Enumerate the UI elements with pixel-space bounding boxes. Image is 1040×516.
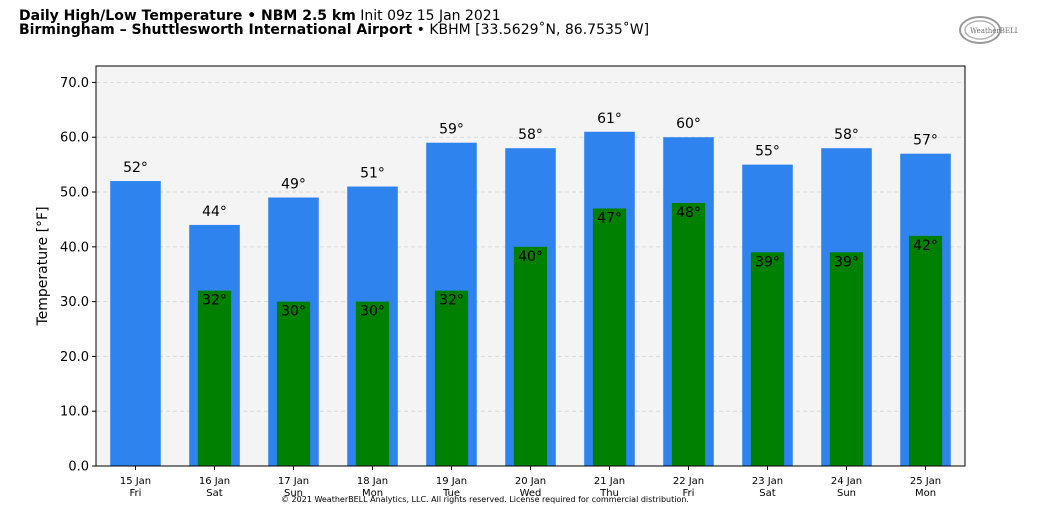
y-tick-label: 30.0 [60,295,89,310]
x-tick-label-date: 15 Jan [120,476,151,487]
low-bar [829,252,864,466]
low-label: 32° [439,293,464,309]
y-tick-label: 20.0 [60,350,89,365]
x-tick-label-weekday: Sat [759,488,775,499]
y-tick-label: 50.0 [60,186,89,201]
station-title: Birmingham – Shuttlesworth International… [19,23,649,38]
y-axis-label: Temperature [°F] [35,206,51,326]
high-label: 58° [834,127,859,143]
low-bar [750,252,785,466]
station-name: Birmingham – Shuttlesworth International… [19,22,413,38]
low-bar [908,235,943,466]
x-tick-label-date: 22 Jan [673,476,704,487]
high-label: 60° [676,116,701,132]
high-label: 58° [518,127,543,143]
x-tick-label-weekday: Sat [206,488,222,499]
low-label: 32° [202,293,227,309]
x-tick-label-date: 19 Jan [436,476,467,487]
high-label: 51° [360,166,385,182]
title-bold: Daily High/Low Temperature • NBM 2.5 km [19,8,356,24]
high-label: 44° [202,204,227,220]
bars [110,131,951,467]
high-label: 59° [439,122,464,138]
y-tick-label: 70.0 [60,76,89,91]
y-tick-label: 0.0 [68,460,89,475]
high-label: 57° [913,133,938,149]
low-bar [197,290,232,466]
high-label: 49° [281,177,306,193]
x-tick-label-date: 18 Jan [357,476,388,487]
y-tick-label: 40.0 [60,240,89,255]
weatherbell-logo-icon: WeatherBELL [959,16,1018,44]
low-bar [513,246,548,466]
x-tick-label-weekday: Mon [915,488,936,499]
copyright-footer: © 2021 WeatherBELL Analytics, LLC. All r… [281,495,689,504]
high-label: 52° [123,160,148,176]
high-label: 61° [597,111,622,127]
init-time: Init 09z 15 Jan 2021 [360,8,501,24]
low-label: 48° [676,205,701,221]
x-tick-label-date: 17 Jan [278,476,309,487]
chart-title: Daily High/Low Temperature • NBM 2.5 km … [19,9,501,24]
x-tick-label-weekday: Sun [284,488,303,499]
low-label: 40° [518,249,543,265]
y-tick-label: 60.0 [60,131,89,146]
x-tick-label-weekday: Tue [442,488,460,499]
x-tick-label-weekday: Sun [837,488,856,499]
low-bar [671,202,706,466]
x-tick-label-date: 25 Jan [910,476,941,487]
low-label: 30° [360,304,385,320]
logo-text: WeatherBELL [970,27,1018,35]
x-tick-label-date: 24 Jan [831,476,862,487]
low-bar [355,301,390,466]
high-label: 55° [755,144,780,160]
high-bar [110,181,161,467]
low-label: 39° [834,254,859,270]
x-tick-label-date: 20 Jan [515,476,546,487]
data-labels: 52° 44° 32° 49° 30° 51° 30° 59° 32° 58° 40° 61° 47° 6… [123,111,938,320]
low-bar [592,208,627,466]
low-label: 30° [281,304,306,320]
x-tick-label-weekday: Wed [520,488,542,499]
low-bar [276,301,311,466]
station-coords: • KBHM [33.5629˚N, 86.7535˚W] [416,22,650,38]
y-axis: 0.0 10.0 20.0 30.0 40.0 50.0 60.0 70.0 [60,76,96,475]
low-bar [434,290,469,466]
x-tick-label-weekday: Thu [599,488,619,499]
low-label: 47° [597,210,622,226]
x-tick-label-date: 23 Jan [752,476,783,487]
x-tick-label-weekday: Mon [362,488,383,499]
x-tick-label-date: 21 Jan [594,476,625,487]
low-label: 39° [755,254,780,270]
x-tick-label-date: 16 Jan [199,476,230,487]
y-tick-label: 10.0 [60,405,89,420]
x-tick-label-weekday: Fri [130,488,142,499]
x-tick-label-weekday: Fri [683,488,695,499]
low-label: 42° [913,238,938,254]
